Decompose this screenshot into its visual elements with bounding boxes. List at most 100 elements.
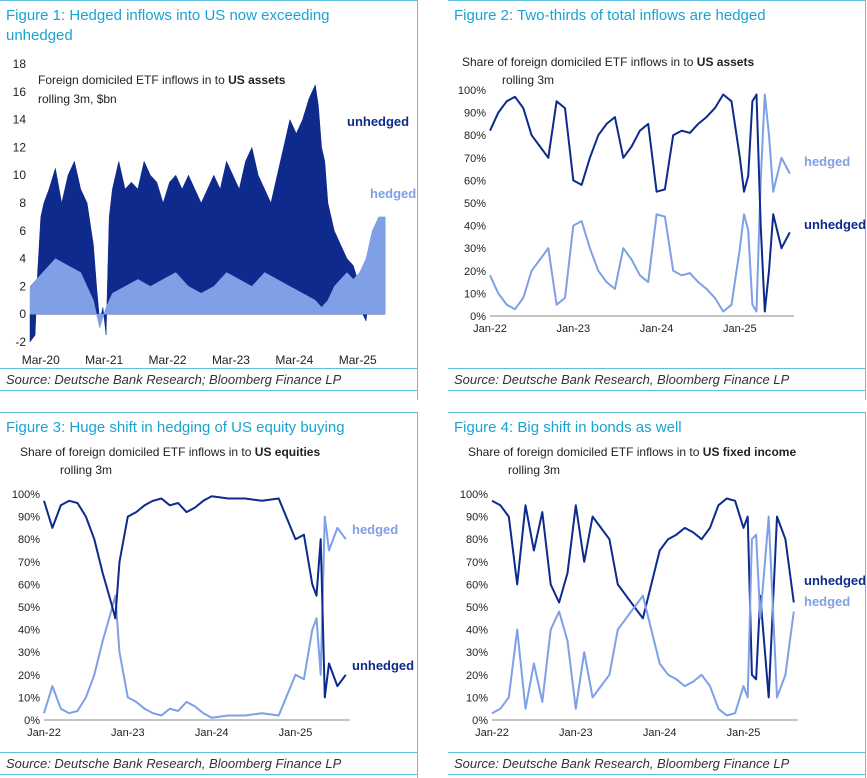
figure-1-title: Figure 1: Hedged inflows into US now exc… bbox=[6, 7, 330, 44]
x-tick-label: Jan-25 bbox=[279, 727, 313, 739]
y-tick-label: 80% bbox=[466, 534, 488, 546]
x-tick-label: Jan-24 bbox=[195, 727, 229, 739]
y-tick-label: 10% bbox=[466, 692, 488, 704]
y-tick-label: 60% bbox=[464, 175, 486, 187]
annotation-line-1: Share of foreign domiciled ETF inflows i… bbox=[468, 445, 796, 459]
y-tick-label: 14 bbox=[13, 113, 27, 127]
y-tick-label: 90% bbox=[18, 512, 40, 524]
figure-4-title-rule bbox=[448, 412, 866, 413]
series-hedged-line bbox=[43, 515, 347, 719]
figure-3-chart: Share of foreign domiciled ETF inflows i… bbox=[12, 445, 414, 739]
annotation-line-1: Share of foreign domiciled ETF inflows i… bbox=[462, 55, 754, 69]
annotation-bold: US assets bbox=[228, 73, 286, 87]
y-tick-label: 100% bbox=[458, 85, 486, 97]
y-tick-label: 8 bbox=[19, 196, 26, 210]
annotation-bold: US equities bbox=[255, 445, 321, 459]
y-tick-label: 90% bbox=[466, 512, 488, 524]
y-tick-label: 100% bbox=[12, 489, 40, 501]
x-tick-label: Jan-25 bbox=[727, 727, 761, 739]
figure-1-source: Source: Deutsche Bank Research; Bloomber… bbox=[0, 368, 418, 391]
y-tick-label: 100% bbox=[460, 489, 488, 501]
series-label-hedged: hedged bbox=[352, 522, 398, 537]
figure-3-right-rule bbox=[417, 412, 418, 778]
x-tick-label: Mar-25 bbox=[339, 353, 377, 366]
y-tick-label: 40% bbox=[466, 625, 488, 637]
x-tick-label: Jan-23 bbox=[111, 727, 145, 739]
annotation-prefix: Foreign domiciled ETF inflows in to bbox=[38, 73, 228, 87]
series-hedged-area bbox=[29, 216, 386, 330]
y-tick-label: 30% bbox=[18, 647, 40, 659]
y-tick-label: 4 bbox=[19, 252, 26, 266]
y-tick-label: -2 bbox=[15, 335, 26, 349]
y-tick-label: 50% bbox=[466, 602, 488, 614]
x-tick-label: Mar-24 bbox=[275, 353, 313, 366]
y-tick-label: 0% bbox=[470, 311, 486, 323]
series-label-unhedged: unhedged bbox=[347, 114, 409, 129]
y-tick-label: 20% bbox=[466, 670, 488, 682]
figure-1-chart: Foreign domiciled ETF inflows in to US a… bbox=[13, 57, 417, 366]
series-hedged-line bbox=[489, 93, 791, 313]
series-label-hedged: hedged bbox=[370, 186, 416, 201]
y-tick-label: 70% bbox=[18, 557, 40, 569]
y-tick-label: 60% bbox=[466, 579, 488, 591]
y-tick-label: 70% bbox=[464, 153, 486, 165]
annotation-line-1: Share of foreign domiciled ETF inflows i… bbox=[20, 445, 320, 459]
series-label-unhedged: unhedged bbox=[804, 217, 866, 232]
figure-1-title-rule bbox=[0, 0, 418, 1]
x-tick-label: Mar-20 bbox=[22, 353, 60, 366]
series-unhedged-line bbox=[43, 495, 347, 699]
y-tick-label: 50% bbox=[18, 602, 40, 614]
x-tick-label: Jan-23 bbox=[559, 727, 593, 739]
x-tick-label: Mar-21 bbox=[85, 353, 123, 366]
y-tick-label: 20% bbox=[464, 266, 486, 278]
series-label-unhedged: unhedged bbox=[804, 573, 866, 588]
x-tick-label: Jan-22 bbox=[473, 323, 507, 335]
series-unhedged-line bbox=[489, 93, 791, 313]
series-label-hedged: hedged bbox=[804, 154, 850, 169]
x-tick-label: Jan-22 bbox=[475, 727, 509, 739]
y-tick-label: 10% bbox=[18, 692, 40, 704]
x-tick-label: Jan-24 bbox=[640, 323, 674, 335]
y-tick-label: 80% bbox=[464, 130, 486, 142]
series-hedged-line bbox=[491, 515, 795, 717]
x-tick-label: Jan-24 bbox=[643, 727, 677, 739]
y-tick-label: 90% bbox=[464, 108, 486, 120]
figure-2-title-rule bbox=[448, 0, 866, 1]
figure-1-right-rule bbox=[417, 0, 418, 400]
y-tick-label: 50% bbox=[464, 198, 486, 210]
figure-3-panel: Figure 3: Huge shift in hedging of US eq… bbox=[0, 412, 418, 778]
figure-4-source: Source: Deutsche Bank Research, Bloomber… bbox=[448, 752, 866, 775]
figure-4-chart: Share of foreign domiciled ETF inflows i… bbox=[460, 445, 866, 739]
figure-3-source: Source: Deutsche Bank Research, Bloomber… bbox=[0, 752, 418, 775]
series-label-hedged: hedged bbox=[804, 594, 850, 609]
figure-3-title: Figure 3: Huge shift in hedging of US eq… bbox=[6, 419, 345, 436]
figure-2-title: Figure 2: Two-thirds of total inflows ar… bbox=[454, 7, 766, 24]
x-tick-label: Jan-25 bbox=[723, 323, 757, 335]
x-tick-label: Jan-22 bbox=[27, 727, 61, 739]
figure-1-panel: Figure 1: Hedged inflows into US now exc… bbox=[0, 0, 418, 400]
series-unhedged-area bbox=[29, 83, 386, 343]
y-tick-label: 20% bbox=[18, 670, 40, 682]
x-tick-label: Jan-23 bbox=[556, 323, 590, 335]
figure-4-right-rule bbox=[865, 412, 866, 778]
annotation-bold: US fixed income bbox=[703, 445, 797, 459]
y-tick-label: 10 bbox=[13, 168, 27, 182]
figure-2-chart: Share of foreign domiciled ETF inflows i… bbox=[458, 55, 866, 335]
annotation-prefix: Share of foreign domiciled ETF inflows i… bbox=[468, 445, 703, 459]
y-tick-label: 18 bbox=[13, 57, 27, 71]
figure-4-title: Figure 4: Big shift in bonds as well bbox=[454, 419, 682, 436]
figure-2-plot: Share of foreign domiciled ETF inflows i… bbox=[458, 55, 866, 335]
y-tick-label: 0% bbox=[24, 715, 40, 727]
annotation-bold: US assets bbox=[697, 55, 755, 69]
y-tick-label: 60% bbox=[18, 579, 40, 591]
series-label-unhedged: unhedged bbox=[352, 658, 414, 673]
annotation-line-2: rolling 3m bbox=[60, 463, 112, 477]
x-tick-label: Mar-23 bbox=[212, 353, 250, 366]
y-tick-label: 2 bbox=[19, 279, 26, 293]
annotation-prefix: Share of foreign domiciled ETF inflows i… bbox=[462, 55, 697, 69]
annotation-prefix: Share of foreign domiciled ETF inflows i… bbox=[20, 445, 255, 459]
y-tick-label: 6 bbox=[19, 224, 26, 238]
x-tick-label: Mar-22 bbox=[149, 353, 187, 366]
figure-3-plot: Share of foreign domiciled ETF inflows i… bbox=[12, 445, 414, 739]
y-tick-label: 0 bbox=[19, 307, 26, 321]
